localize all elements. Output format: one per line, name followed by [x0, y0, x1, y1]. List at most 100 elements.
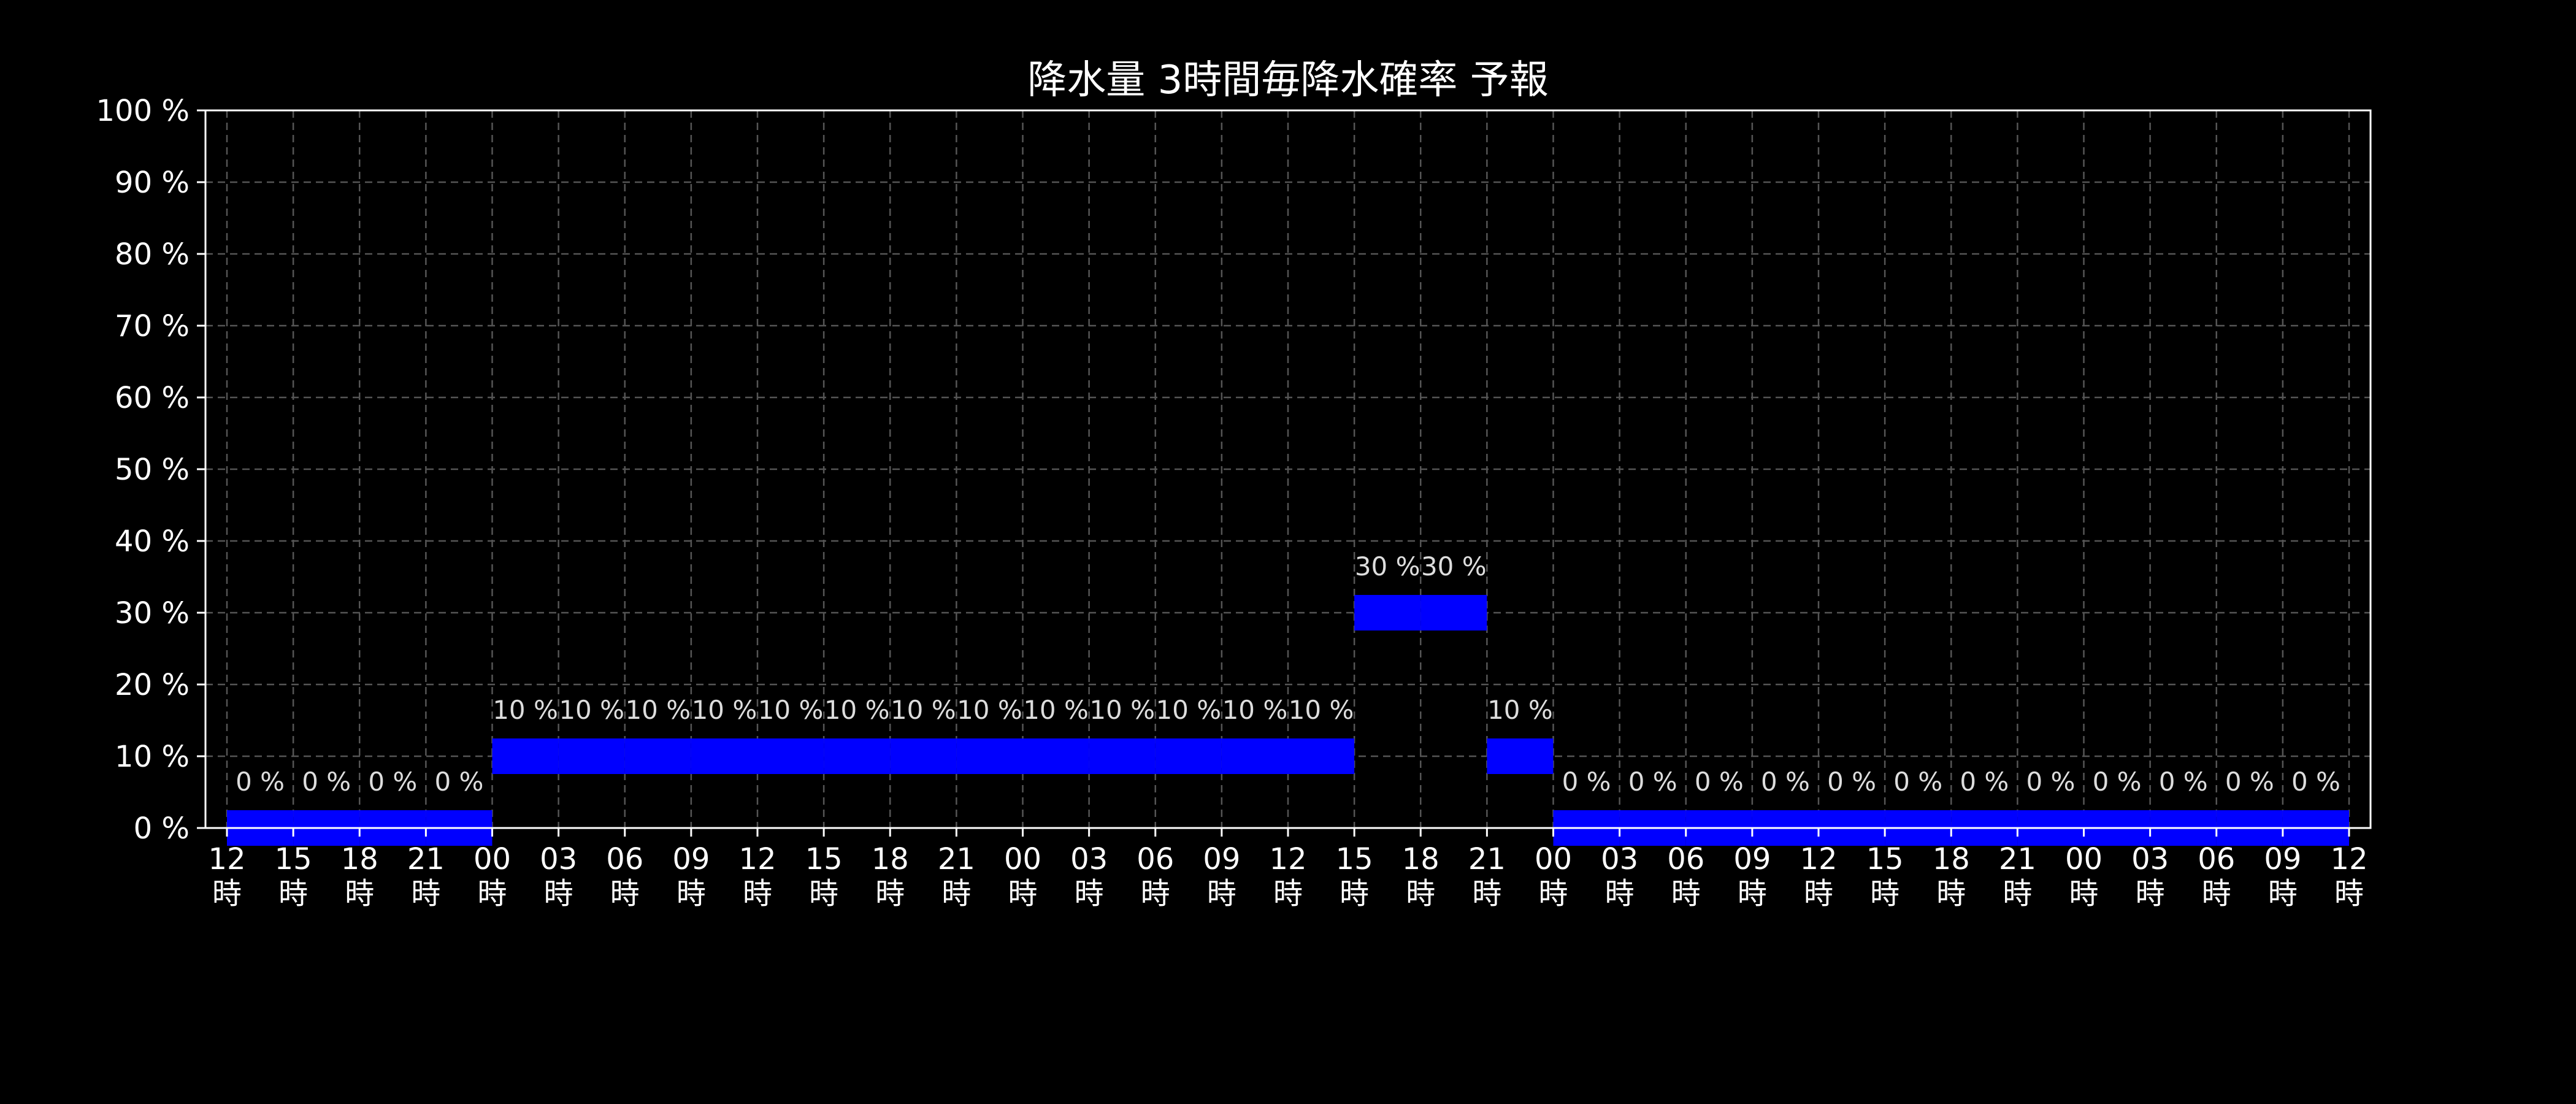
data-label: 30 % — [1355, 551, 1420, 581]
bar — [1221, 738, 1288, 774]
data-label: 10 % — [891, 695, 956, 725]
bar — [956, 738, 1023, 774]
data-label: 10 % — [824, 695, 890, 725]
x-tick-sublabel: 時 — [809, 876, 838, 911]
y-tick-label: 10 % — [115, 740, 190, 774]
bar — [890, 738, 957, 774]
x-tick-label: 18 — [1933, 842, 1970, 876]
data-label: 0 % — [2093, 767, 2142, 797]
x-tick-sublabel: 時 — [477, 876, 507, 911]
x-tick-label: 06 — [2198, 842, 2235, 876]
x-tick-label: 06 — [1667, 842, 1704, 876]
x-tick-sublabel: 時 — [1008, 876, 1037, 911]
x-tick-sublabel: 時 — [2003, 876, 2032, 911]
x-tick-label: 21 — [407, 842, 445, 876]
data-label: 0 % — [1628, 767, 1677, 797]
bar — [691, 738, 757, 774]
bar — [558, 738, 625, 774]
x-tick-label: 00 — [473, 842, 511, 876]
x-tick-label: 12 — [1269, 842, 1306, 876]
x-tick-label: 03 — [1070, 842, 1108, 876]
x-tick-sublabel: 時 — [411, 876, 440, 911]
data-label: 0 % — [1695, 767, 1744, 797]
x-tick-label: 03 — [1601, 842, 1638, 876]
x-tick-sublabel: 時 — [1738, 876, 1767, 911]
data-label: 10 % — [1289, 695, 1354, 725]
data-label: 10 % — [625, 695, 691, 725]
bar — [492, 738, 559, 774]
data-label: 30 % — [1421, 551, 1487, 581]
bar — [824, 738, 891, 774]
x-tick-sublabel: 時 — [1075, 876, 1104, 911]
x-tick-label: 12 — [208, 842, 245, 876]
y-tick-label: 60 % — [115, 381, 190, 415]
x-tick-sublabel: 時 — [2136, 876, 2165, 911]
x-tick-sublabel: 時 — [544, 876, 573, 911]
x-tick-sublabel: 時 — [1671, 876, 1701, 911]
x-tick-sublabel: 時 — [1141, 876, 1170, 911]
x-tick-label: 12 — [2330, 842, 2367, 876]
data-label: 0 % — [1827, 767, 1876, 797]
x-tick-sublabel: 時 — [1207, 876, 1236, 911]
x-tick-label: 18 — [872, 842, 909, 876]
y-tick-label: 90 % — [115, 166, 190, 200]
x-tick-label: 03 — [2131, 842, 2169, 876]
x-tick-sublabel: 時 — [1936, 876, 1966, 911]
y-tick-label: 20 % — [115, 668, 190, 702]
x-tick-label: 15 — [1336, 842, 1373, 876]
bar — [1354, 595, 1421, 631]
x-tick-sublabel: 時 — [743, 876, 772, 911]
bar — [1487, 738, 1554, 774]
x-tick-sublabel: 時 — [1406, 876, 1435, 911]
data-label: 0 % — [2291, 767, 2340, 797]
x-tick-sublabel: 時 — [212, 876, 242, 911]
data-label: 10 % — [1089, 695, 1155, 725]
x-tick-label: 06 — [1137, 842, 1174, 876]
data-label: 0 % — [302, 767, 351, 797]
x-tick-label: 12 — [738, 842, 776, 876]
x-tick-sublabel: 時 — [610, 876, 640, 911]
data-label: 10 % — [957, 695, 1022, 725]
bar — [1155, 738, 1222, 774]
x-tick-sublabel: 時 — [2069, 876, 2098, 911]
bar — [624, 738, 691, 774]
bar — [757, 738, 824, 774]
x-tick-label: 15 — [275, 842, 312, 876]
x-tick-label: 15 — [1866, 842, 1904, 876]
y-tick-label: 40 % — [115, 524, 190, 559]
x-tick-sublabel: 時 — [278, 876, 308, 911]
x-tick-sublabel: 時 — [1804, 876, 1833, 911]
data-label: 0 % — [1761, 767, 1810, 797]
x-tick-label: 18 — [1402, 842, 1439, 876]
x-tick-sublabel: 時 — [345, 876, 374, 911]
data-label: 10 % — [1156, 695, 1221, 725]
y-tick-label: 50 % — [115, 453, 190, 487]
x-tick-sublabel: 時 — [941, 876, 971, 911]
x-tick-sublabel: 時 — [1605, 876, 1635, 911]
data-label: 0 % — [2159, 767, 2208, 797]
bar — [1022, 738, 1089, 774]
bar — [1089, 738, 1156, 774]
x-tick-sublabel: 時 — [875, 876, 905, 911]
data-label: 0 % — [1562, 767, 1611, 797]
y-tick-label: 70 % — [115, 309, 190, 343]
data-label: 0 % — [2225, 767, 2274, 797]
y-tick-label: 0 % — [134, 811, 190, 846]
x-tick-label: 09 — [2264, 842, 2301, 876]
data-label: 0 % — [1960, 767, 2009, 797]
chart-title: 降水量 3時間毎降水確率 予報 — [1027, 58, 1548, 103]
data-labels: 0 % 0 % 0 % 0 %10 % 10 % 10 % 10 % 10 % 10 % 10 %… — [236, 551, 2340, 797]
data-label: 0 % — [2026, 767, 2075, 797]
x-tick-label: 09 — [1203, 842, 1240, 876]
x-tick-label: 06 — [606, 842, 643, 876]
x-tick-sublabel: 時 — [1273, 876, 1303, 911]
x-tick-label: 15 — [805, 842, 843, 876]
x-tick-label: 09 — [1733, 842, 1771, 876]
x-tick-sublabel: 時 — [1472, 876, 1501, 911]
data-label: 0 % — [434, 767, 483, 797]
data-label: 0 % — [1893, 767, 1942, 797]
data-label: 10 % — [559, 695, 624, 725]
x-tick-label: 00 — [1004, 842, 1041, 876]
x-tick-label: 21 — [938, 842, 975, 876]
